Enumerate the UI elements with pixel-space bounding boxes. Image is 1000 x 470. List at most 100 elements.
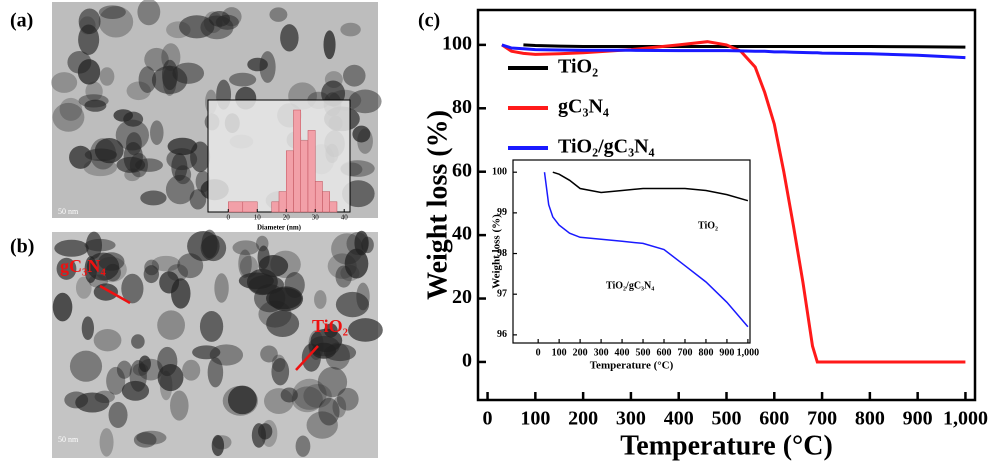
particle [64, 392, 88, 409]
x-tick-label: 300 [616, 408, 646, 430]
x-tick-label: 40 [341, 214, 349, 222]
particle [134, 432, 157, 448]
histogram-bar [293, 110, 300, 212]
scale-bar: 50 nm [58, 207, 79, 216]
particle [60, 98, 83, 121]
particle [51, 72, 77, 93]
particle [70, 351, 102, 382]
histogram-bar [308, 130, 315, 212]
particle [272, 355, 286, 372]
x-tick-label: 700 [677, 347, 692, 358]
particle [200, 311, 223, 342]
particle [337, 388, 359, 411]
x-tick-label: 100 [520, 408, 550, 430]
particle [95, 391, 115, 403]
particle [270, 251, 301, 279]
y-axis-title: Weight loss (%) [422, 110, 453, 300]
particle [67, 51, 91, 74]
figure: (a) (b) (c) 50 nm 50 nm gC₃N₄ TiO₂ 01002… [0, 0, 1000, 470]
histogram-bar [286, 151, 293, 212]
y-tick-label: 100 [442, 32, 472, 54]
particle [166, 21, 190, 38]
x-tick-label: 200 [573, 347, 588, 358]
particle [54, 240, 88, 257]
particle [356, 283, 369, 311]
x-tick-label: 600 [759, 408, 789, 430]
x-tick-label: 0 [536, 347, 541, 358]
particle [100, 428, 114, 457]
histogram-bar [228, 202, 242, 212]
particle [116, 157, 145, 173]
particle [254, 284, 285, 312]
legend-label: TiO₂ [558, 56, 598, 78]
x-tick-label: 30 [312, 214, 320, 222]
particle [210, 344, 243, 365]
particle [100, 67, 115, 86]
x-tick-label: 300 [594, 347, 609, 358]
particle [307, 411, 338, 438]
particle [160, 371, 173, 401]
particle [78, 25, 99, 55]
x-axis-title: Temperature (°C) [620, 430, 833, 461]
plot-frame [513, 160, 750, 343]
particle [172, 63, 204, 84]
x-tick-label: 800 [698, 347, 713, 358]
x-tick-label: 700 [807, 408, 837, 430]
y-tick-label: 80 [452, 96, 472, 118]
particle [137, 0, 160, 25]
x-tick-label: 500 [636, 347, 651, 358]
panel-label: (a) [10, 10, 33, 32]
particle [348, 318, 383, 342]
particle [202, 230, 218, 259]
annotation: TiO₂ [698, 220, 718, 231]
histogram-bar [315, 181, 322, 212]
particle [228, 386, 257, 415]
annotation: TiO₂/gC₃N₄ [606, 280, 654, 291]
histogram-bar [243, 202, 257, 212]
particle [280, 24, 298, 51]
scale-bar: 50 nm [58, 435, 79, 444]
particle [247, 58, 268, 72]
x-tick-label: 600 [657, 347, 672, 358]
particle [109, 402, 128, 428]
particle [53, 293, 73, 322]
particle [171, 153, 187, 181]
particle [144, 265, 159, 283]
particle [296, 436, 311, 457]
particle [314, 290, 326, 309]
y-tick-label: 97 [497, 288, 507, 299]
x-tick-label: 200 [568, 408, 598, 430]
y-tick-label: 0 [462, 350, 472, 372]
x-tick-label: 400 [615, 347, 630, 358]
y-tick-label: 100 [492, 166, 507, 177]
particle [352, 126, 370, 143]
particle [150, 120, 164, 145]
particle [269, 7, 287, 21]
histogram-bar [279, 192, 286, 212]
particle [281, 388, 298, 403]
particle [82, 316, 94, 340]
x-tick-label: 20 [283, 214, 291, 222]
particle [144, 48, 169, 71]
particle [94, 329, 122, 351]
legend-label: TiO₂/gC₃N₄ [558, 136, 655, 158]
particle [86, 232, 102, 259]
particle [89, 275, 109, 288]
x-tick-label: 0 [227, 214, 231, 222]
particle [252, 423, 266, 448]
particle [159, 271, 179, 293]
y-tick-label: 40 [452, 223, 472, 245]
panel-label: (b) [10, 236, 34, 258]
particle [116, 120, 149, 151]
y-tick-label: 20 [452, 286, 472, 308]
particle [238, 250, 252, 278]
particle [131, 334, 145, 348]
particle [229, 73, 256, 87]
y-axis-title: Weight loss (%) [491, 214, 503, 289]
particle [345, 249, 369, 279]
x-tick-label: 0 [483, 408, 493, 430]
x-tick-label: 1,000 [737, 347, 760, 358]
legend-label: gC₃N₄ [558, 96, 609, 118]
particle [140, 191, 166, 206]
histogram-bar [330, 202, 337, 212]
